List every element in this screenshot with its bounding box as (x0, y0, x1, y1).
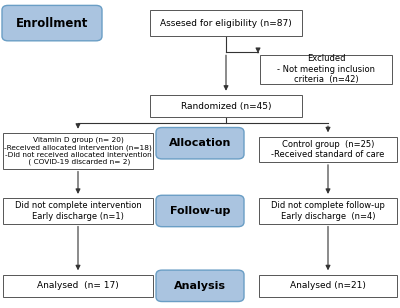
FancyBboxPatch shape (150, 10, 302, 36)
FancyBboxPatch shape (259, 275, 397, 297)
FancyBboxPatch shape (3, 133, 153, 168)
Text: Did not complete intervention
Early discharge (n=1): Did not complete intervention Early disc… (15, 201, 141, 221)
FancyBboxPatch shape (259, 137, 397, 162)
FancyBboxPatch shape (3, 275, 153, 297)
FancyBboxPatch shape (156, 195, 244, 227)
Text: Vitamin D group (n= 20)
-Received allocated intervention (n=18)
-Did not receive: Vitamin D group (n= 20) -Received alloca… (4, 137, 152, 165)
Text: Analysed  (n= 17): Analysed (n= 17) (37, 281, 119, 290)
Text: Control group  (n=25)
-Received standard of care: Control group (n=25) -Received standard … (271, 140, 385, 159)
Text: Assesed for eligibility (n=87): Assesed for eligibility (n=87) (160, 18, 292, 28)
FancyBboxPatch shape (260, 55, 392, 84)
FancyBboxPatch shape (3, 198, 153, 224)
Text: Analysed (n=21): Analysed (n=21) (290, 281, 366, 290)
Text: Excluded
- Not meeting inclusion
criteria  (n=42): Excluded - Not meeting inclusion criteri… (277, 55, 375, 84)
Text: Enrollment: Enrollment (16, 17, 88, 30)
Text: Did not complete follow-up
Early discharge  (n=4): Did not complete follow-up Early dischar… (271, 201, 385, 221)
Text: Randomized (n=45): Randomized (n=45) (181, 102, 271, 111)
Text: Analysis: Analysis (174, 281, 226, 291)
FancyBboxPatch shape (259, 198, 397, 224)
FancyBboxPatch shape (156, 128, 244, 159)
FancyBboxPatch shape (156, 270, 244, 302)
FancyBboxPatch shape (150, 95, 302, 117)
Text: Allocation: Allocation (169, 138, 231, 148)
FancyBboxPatch shape (2, 5, 102, 41)
Text: Follow-up: Follow-up (170, 206, 230, 216)
